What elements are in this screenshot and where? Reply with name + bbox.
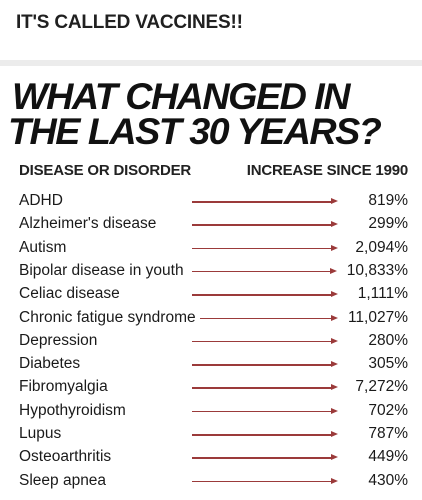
arrow-right-icon xyxy=(192,477,338,484)
increase-value: 2,094% xyxy=(355,238,408,256)
list-item: Diabetes 305% xyxy=(0,353,422,376)
disease-label: Diabetes xyxy=(19,355,83,374)
disease-label: Hypothyroidism xyxy=(19,401,128,420)
increase-value: 1,111% xyxy=(357,285,408,303)
disease-label: Sleep apnea xyxy=(19,471,109,490)
disease-label: Alzheimer's disease xyxy=(19,215,159,234)
arrow-right-icon xyxy=(192,221,338,228)
list-item: Fibromyalgia 7,272% xyxy=(0,376,422,399)
headline-line-2: THE LAST 30 YEARS? xyxy=(8,111,382,152)
infographic-image[interactable]: WHAT CHANGED IN THE LAST 30 YEARS? DISEA… xyxy=(0,66,422,500)
disease-label: Bipolar disease in youth xyxy=(19,261,186,280)
disease-label: Lupus xyxy=(19,425,64,443)
increase-value: 10,833% xyxy=(346,261,408,279)
disease-label: Depression xyxy=(19,331,100,350)
increase-value: 449% xyxy=(368,448,408,466)
disease-label: Autism xyxy=(19,238,69,257)
increase-value: 787% xyxy=(368,425,408,442)
list-item: Osteoarthritis 449% xyxy=(0,446,422,469)
arrow-right-icon xyxy=(199,314,338,321)
disease-label: Fibromyalgia xyxy=(19,378,110,397)
increase-value: 280% xyxy=(368,331,408,349)
arrow-right-icon xyxy=(192,361,338,368)
list-item: Alzheimer's disease 299% xyxy=(0,213,422,236)
list-item: ADHD 819% xyxy=(0,190,422,213)
increase-value: 11,027% xyxy=(347,308,408,326)
column-header-increase: INCREASE SINCE 1990 xyxy=(246,162,408,179)
list-item: Autism 2,094% xyxy=(0,237,422,260)
post-caption: IT'S CALLED VACCINES!! xyxy=(16,12,243,33)
arrow-right-icon xyxy=(192,244,338,251)
list-item: Celiac disease 1,111% xyxy=(0,283,422,306)
increase-value: 7,272% xyxy=(355,378,408,396)
list-item: Hypothyroidism 702% xyxy=(0,400,422,423)
disease-label: Chronic fatigue syndrome xyxy=(19,308,198,327)
arrow-right-icon xyxy=(192,384,338,391)
list-item: Chronic fatigue syndrome 11,027% xyxy=(0,307,422,330)
arrow-right-icon xyxy=(192,267,337,274)
divider xyxy=(0,60,422,66)
increase-value: 299% xyxy=(368,215,408,233)
increase-value: 305% xyxy=(368,355,408,373)
arrow-right-icon xyxy=(192,454,338,461)
arrow-right-icon xyxy=(192,337,338,344)
list-item: Bipolar disease in youth 10,833% xyxy=(0,260,422,283)
increase-value: 702% xyxy=(368,401,408,419)
disease-label: ADHD xyxy=(19,192,65,210)
increase-value: 430% xyxy=(368,471,408,489)
disease-label: Celiac disease xyxy=(19,285,122,304)
headline-line-1: WHAT CHANGED IN xyxy=(12,76,350,117)
disease-label: Osteoarthritis xyxy=(19,448,114,467)
list-item: Depression 280% xyxy=(0,330,422,353)
arrow-right-icon xyxy=(192,431,338,437)
arrow-right-icon xyxy=(192,198,338,204)
arrow-right-icon xyxy=(192,291,338,298)
increase-value: 819% xyxy=(368,192,408,209)
arrow-right-icon xyxy=(192,407,338,414)
column-header-disease: DISEASE OR DISORDER xyxy=(19,162,192,179)
list-item: Sleep apnea 430% xyxy=(0,470,422,493)
list-item: Lupus 787% xyxy=(0,423,422,446)
